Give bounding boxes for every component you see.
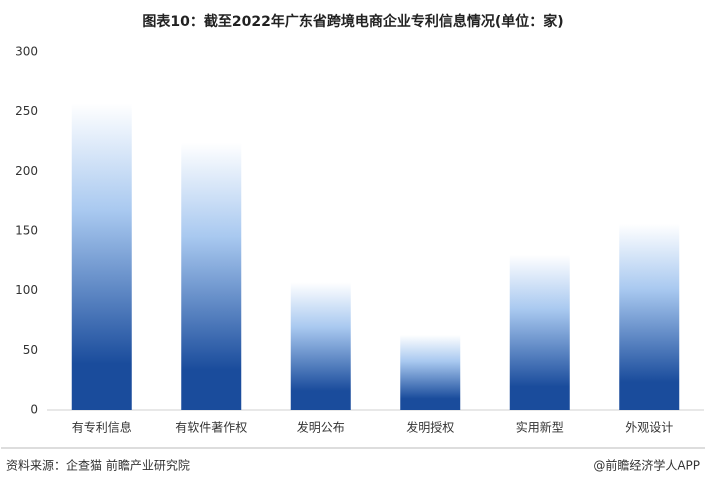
x-tick-label: 有专利信息 xyxy=(72,420,132,435)
bar xyxy=(181,142,242,410)
chart-title: 图表10：截至2022年广东省跨境电商企业专利信息情况(单位：家) xyxy=(142,13,563,30)
bar xyxy=(619,223,680,410)
x-tick-label: 有软件著作权 xyxy=(175,421,247,435)
bar xyxy=(400,334,461,410)
y-tick-label: 150 xyxy=(15,224,38,238)
bar xyxy=(509,254,570,410)
bar xyxy=(71,103,132,411)
x-tick-label: 发明公布 xyxy=(297,420,345,435)
y-tick-label: 300 xyxy=(15,45,38,59)
y-tick-label: 250 xyxy=(15,104,38,118)
y-tick-label: 50 xyxy=(23,343,38,357)
credit: @前瞻经济学人APP xyxy=(593,458,700,473)
x-tick-label: 发明授权 xyxy=(406,420,454,435)
source: 资料来源：企查猫 前瞻产业研究院 xyxy=(6,458,190,473)
x-tick-label: 外观设计 xyxy=(625,421,673,435)
y-tick-label: 100 xyxy=(15,283,38,297)
x-tick-label: 实用新型 xyxy=(516,420,564,435)
y-tick-label: 200 xyxy=(15,164,38,178)
y-tick-label: 0 xyxy=(30,403,38,417)
bar xyxy=(290,282,351,410)
